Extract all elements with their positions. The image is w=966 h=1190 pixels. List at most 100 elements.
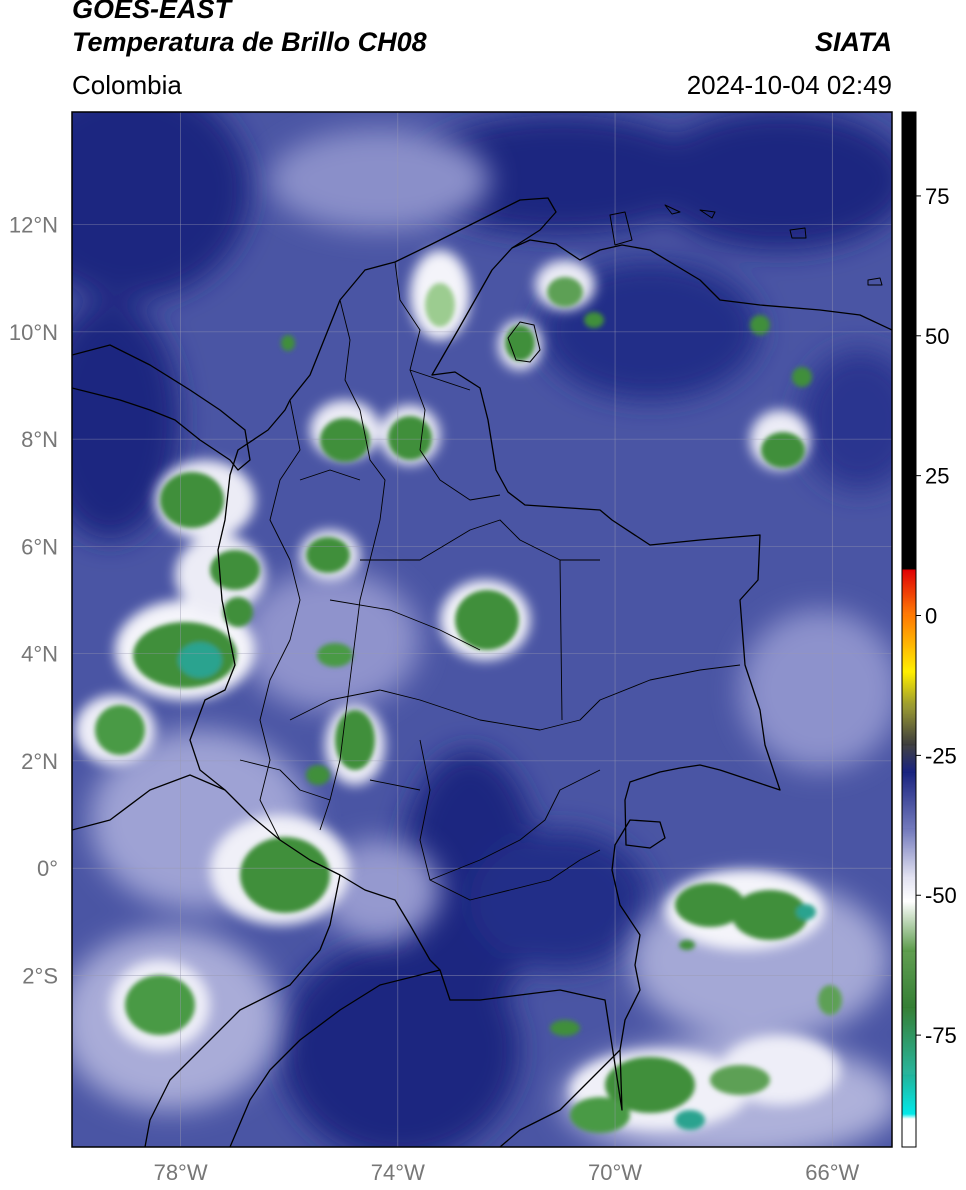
colorbar-segment — [902, 741, 916, 743]
colorbar-segment — [902, 1111, 916, 1113]
colorbar-segment — [902, 289, 916, 291]
colorbar-segment — [902, 433, 916, 435]
colorbar-segment — [902, 931, 916, 934]
colorbar-segment — [902, 169, 916, 171]
colorbar-segment — [902, 811, 916, 813]
colorbar-segment — [902, 676, 916, 678]
colorbar-segment — [902, 933, 916, 936]
colorbar-segment — [902, 828, 916, 830]
colorbar-segment — [902, 569, 916, 572]
colorbar-segment — [902, 667, 916, 669]
colorbar-segment — [902, 659, 916, 661]
colorbar-segment — [902, 675, 916, 677]
colorbar-segment — [902, 143, 916, 145]
colorbar-segment — [902, 449, 916, 451]
colorbar-segment — [902, 1073, 916, 1075]
colorbar-segment — [902, 304, 916, 306]
colorbar-segment — [902, 479, 916, 481]
colorbar-segment — [902, 364, 916, 366]
colorbar-segment — [902, 506, 916, 508]
colorbar-segment — [902, 287, 916, 289]
colorbar-segment — [902, 1044, 916, 1046]
colorbar-segment — [902, 883, 916, 885]
colorbar-segment — [902, 318, 916, 320]
colorbar-segment — [902, 912, 916, 915]
colorbar-segment — [902, 173, 916, 175]
colorbar-segment — [902, 1032, 916, 1034]
colorbar-segment — [902, 388, 916, 390]
colorbar-segment — [902, 180, 916, 182]
colorbar-segment — [902, 210, 916, 212]
colorbar-segment — [902, 227, 916, 229]
colorbar-segment — [902, 219, 916, 221]
colorbar-segment — [902, 572, 916, 574]
colorbar-segment — [902, 499, 916, 501]
colorbar-segment — [902, 555, 916, 557]
colorbar-segment — [902, 1107, 916, 1109]
colorbar-segment — [902, 190, 916, 192]
colorbar-segment — [902, 1086, 916, 1088]
colorbar-segment — [902, 1108, 916, 1110]
colorbar-segment — [902, 775, 916, 777]
colorbar-segment — [902, 695, 916, 697]
colorbar-segment — [902, 658, 916, 660]
colorbar-segment — [902, 765, 916, 767]
colorbar-segment — [902, 441, 916, 443]
colorbar-segment — [902, 1096, 916, 1098]
colorbar-segment — [902, 482, 916, 484]
colorbar-segment — [902, 1124, 916, 1126]
colorbar-segment — [902, 1098, 916, 1100]
colorbar-segment — [902, 673, 916, 675]
colorbar-segment — [902, 538, 916, 540]
colorbar-segment — [902, 760, 916, 762]
colorbar-gradient — [902, 112, 916, 1148]
colorbar-segment — [902, 534, 916, 536]
colorbar-segment — [902, 271, 916, 273]
colorbar-segment — [902, 280, 916, 282]
colorbar-segment — [902, 1035, 916, 1037]
colorbar-segment — [902, 1056, 916, 1058]
colorbar-segment — [902, 426, 916, 428]
colorbar-segment — [902, 360, 916, 362]
colorbar-segment — [902, 1012, 916, 1014]
colorbar-segment — [902, 582, 916, 584]
colorbar-segment — [902, 258, 916, 260]
colorbar-segment — [902, 550, 916, 552]
colorbar-segment — [902, 1007, 916, 1009]
colorbar-segment — [902, 369, 916, 371]
colorbar-segment — [902, 488, 916, 490]
colorbar-segment — [902, 393, 916, 395]
colorbar-segment — [902, 309, 916, 311]
colorbar-segment — [902, 242, 916, 244]
colorbar-segment — [902, 470, 916, 472]
colorbar-segment — [902, 535, 916, 537]
colorbar-segment — [902, 939, 916, 942]
colorbar-segment — [902, 925, 916, 928]
brand-label: SIATA — [815, 27, 892, 57]
colorbar-segment — [902, 670, 916, 672]
colorbar-segment — [902, 142, 916, 144]
colorbar-segment — [902, 231, 916, 233]
colorbar-segment — [902, 1081, 916, 1083]
colorbar-segment — [902, 1121, 916, 1123]
colorbar-segment — [902, 439, 916, 441]
colorbar-segment — [902, 402, 916, 404]
colorbar-segment — [902, 160, 916, 162]
colorbar-segment — [902, 819, 916, 821]
colorbar-segment — [902, 197, 916, 199]
colorbar-segment — [902, 363, 916, 365]
colorbar-segment — [902, 809, 916, 811]
colorbar-segment — [902, 221, 916, 223]
colorbar-segment — [902, 528, 916, 530]
colorbar-segment — [902, 560, 916, 562]
colorbar-segment — [902, 986, 916, 988]
colorbar-segment — [902, 908, 916, 911]
colorbar-segment — [902, 779, 916, 781]
colorbar-segment — [902, 943, 916, 946]
colorbar-segment — [902, 905, 916, 908]
colorbar-segment — [902, 595, 916, 597]
colorbar-segment — [902, 200, 916, 202]
colorbar-segment — [902, 1071, 916, 1073]
colorbar-segment — [902, 907, 916, 910]
colorbar-segment — [902, 1138, 916, 1140]
